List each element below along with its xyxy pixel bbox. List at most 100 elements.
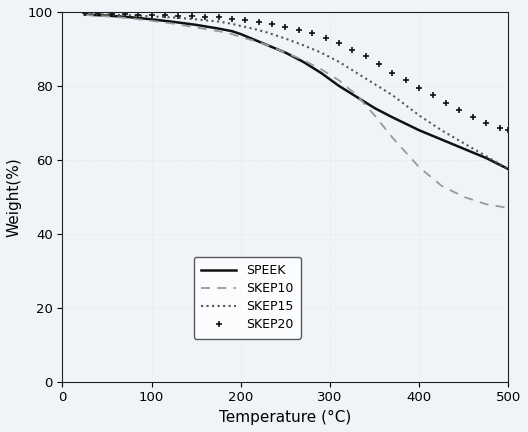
SKEP10 <box>104 14 110 19</box>
SKEP20 <box>363 54 369 59</box>
SPEEK <box>505 166 512 172</box>
SKEP20 <box>483 120 489 125</box>
SKEP10 <box>372 113 378 118</box>
SKEP15 <box>126 13 133 18</box>
SKEP15 <box>238 23 244 29</box>
SKEP20 <box>309 31 315 36</box>
SKEP20 <box>82 10 88 16</box>
SKEP10 <box>336 78 342 83</box>
SKEP20 <box>323 35 329 41</box>
SPEEK <box>416 128 422 133</box>
Line: SKEP20: SKEP20 <box>81 10 512 134</box>
SKEP10 <box>82 12 88 17</box>
SPEEK <box>215 26 222 31</box>
SPEEK <box>238 32 244 37</box>
SKEP10 <box>505 205 512 210</box>
SKEP15 <box>171 15 177 20</box>
SKEP10 <box>193 25 200 30</box>
SPEEK <box>193 22 200 28</box>
SKEP20 <box>429 92 436 98</box>
SKEP15 <box>193 17 200 22</box>
SKEP20 <box>202 14 209 19</box>
Line: SPEEK: SPEEK <box>85 15 508 169</box>
SKEP10 <box>229 32 235 37</box>
SKEP10 <box>215 29 222 34</box>
SKEP15 <box>460 141 467 146</box>
SKEP15 <box>282 36 289 41</box>
SPEEK <box>126 15 133 20</box>
SKEP15 <box>505 166 512 172</box>
SKEP10 <box>251 38 258 43</box>
SPEEK <box>372 105 378 111</box>
SKEP10 <box>238 35 244 40</box>
SPEEK <box>300 59 306 64</box>
SKEP20 <box>403 78 409 83</box>
SKEP20 <box>496 126 503 131</box>
SKEP15 <box>104 12 110 17</box>
SKEP15 <box>265 30 271 35</box>
SKEP20 <box>296 27 302 32</box>
Legend: SPEEK, SKEP10, SKEP15, SKEP20: SPEEK, SKEP10, SKEP15, SKEP20 <box>194 257 301 339</box>
SPEEK <box>318 70 324 76</box>
SKEP10 <box>265 43 271 48</box>
SKEP15 <box>483 154 489 159</box>
SPEEK <box>104 13 110 18</box>
SKEP10 <box>438 183 445 188</box>
SKEP20 <box>336 41 342 46</box>
SKEP10 <box>483 202 489 207</box>
SKEP10 <box>300 57 306 63</box>
SPEEK <box>82 12 88 17</box>
SKEP15 <box>229 21 235 26</box>
SKEP20 <box>269 22 275 27</box>
SKEP20 <box>469 115 476 120</box>
SKEP20 <box>376 61 382 66</box>
SKEP20 <box>215 15 222 20</box>
SKEP20 <box>389 70 395 76</box>
SKEP20 <box>122 12 128 17</box>
SKEP10 <box>282 50 289 55</box>
SKEP15 <box>438 128 445 133</box>
SPEEK <box>460 146 467 151</box>
SKEP10 <box>389 135 395 140</box>
SKEP20 <box>242 17 249 22</box>
SKEP10 <box>318 67 324 72</box>
Line: SKEP15: SKEP15 <box>85 14 508 169</box>
SKEP15 <box>336 59 342 64</box>
SKEP15 <box>215 19 222 24</box>
X-axis label: Temperature (°C): Temperature (°C) <box>219 410 352 425</box>
SPEEK <box>354 95 360 100</box>
SKEP20 <box>175 13 182 18</box>
SKEP15 <box>300 43 306 48</box>
SPEEK <box>247 35 253 41</box>
SPEEK <box>171 19 177 25</box>
SPEEK <box>148 17 155 22</box>
SKEP20 <box>135 12 142 17</box>
SKEP15 <box>318 50 324 55</box>
SKEP15 <box>148 14 155 19</box>
SKEP20 <box>505 128 512 133</box>
SKEP20 <box>256 19 262 25</box>
SPEEK <box>282 50 289 55</box>
SKEP20 <box>95 11 101 16</box>
SKEP20 <box>282 24 289 29</box>
SKEP10 <box>460 194 467 200</box>
SPEEK <box>483 156 489 161</box>
SKEP15 <box>389 92 395 98</box>
SPEEK <box>260 41 266 46</box>
SKEP15 <box>416 113 422 118</box>
SKEP10 <box>171 21 177 26</box>
Y-axis label: Weight(%): Weight(%) <box>7 157 22 237</box>
SKEP10 <box>416 165 422 170</box>
SKEP15 <box>82 11 88 16</box>
SPEEK <box>389 115 395 120</box>
SPEEK <box>438 137 445 142</box>
SKEP15 <box>372 82 378 87</box>
SKEP10 <box>354 92 360 98</box>
SKEP10 <box>148 18 155 23</box>
SPEEK <box>336 83 342 89</box>
SKEP20 <box>349 47 355 52</box>
SKEP20 <box>229 16 235 21</box>
SKEP15 <box>354 70 360 76</box>
SKEP20 <box>188 13 195 19</box>
SPEEK <box>229 29 235 34</box>
